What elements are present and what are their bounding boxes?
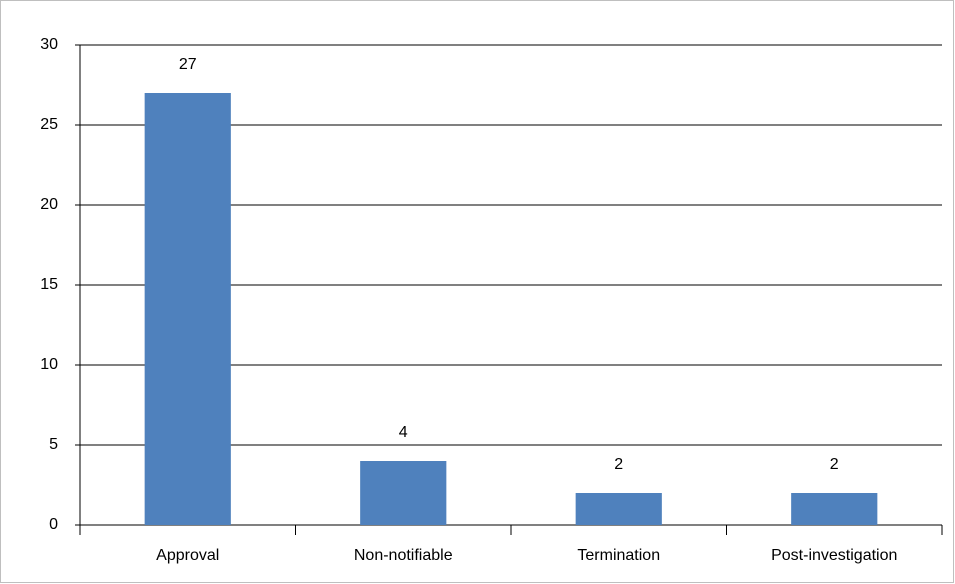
y-tick-label: 10 bbox=[40, 356, 58, 373]
y-tick-label: 30 bbox=[40, 36, 58, 53]
bar bbox=[360, 461, 447, 525]
x-tick-label: Termination bbox=[577, 547, 660, 564]
data-label: 27 bbox=[179, 56, 197, 73]
y-tick-label: 20 bbox=[40, 196, 58, 213]
y-tick-label: 15 bbox=[40, 276, 58, 293]
bar bbox=[575, 493, 662, 525]
x-tick-label: Post-investigation bbox=[771, 547, 897, 564]
x-tick-label: Approval bbox=[156, 547, 219, 564]
data-label: 2 bbox=[830, 456, 839, 473]
y-tick-label: 0 bbox=[49, 516, 58, 533]
bar bbox=[791, 493, 878, 525]
y-tick-label: 5 bbox=[49, 436, 58, 453]
data-label: 4 bbox=[399, 424, 408, 441]
data-label: 2 bbox=[614, 456, 623, 473]
x-tick-label: Non-notifiable bbox=[354, 547, 453, 564]
y-tick-label: 25 bbox=[40, 116, 58, 133]
bar bbox=[144, 93, 231, 525]
